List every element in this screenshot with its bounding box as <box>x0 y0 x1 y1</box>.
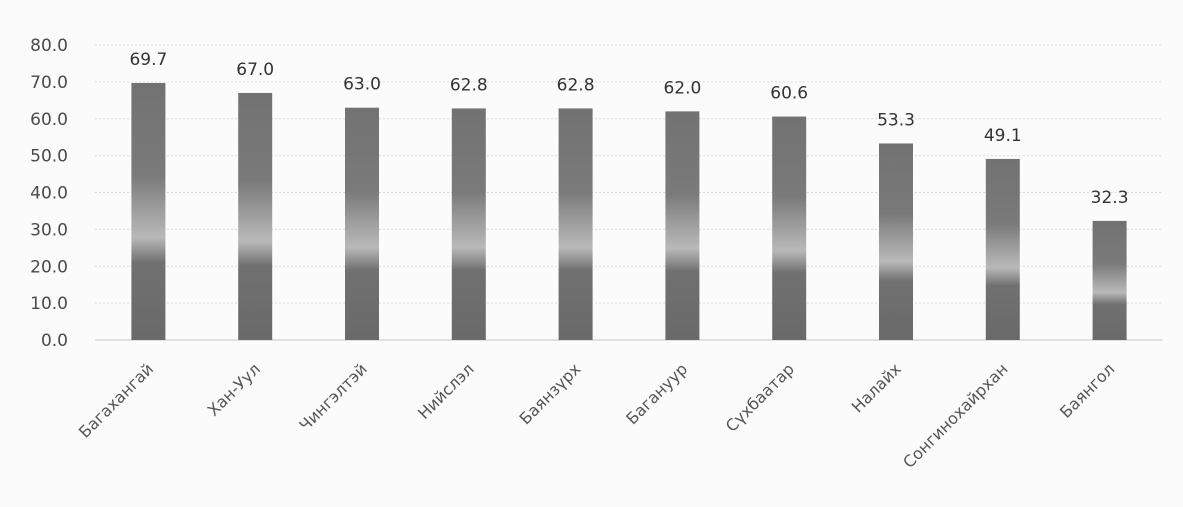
category-label: Чингэлтэй <box>295 359 370 434</box>
data-label: 62.8 <box>557 75 595 95</box>
bar <box>558 108 593 340</box>
y-tick-label: 20.0 <box>30 257 68 277</box>
bar <box>665 111 700 340</box>
data-labels: 69.7 67.0 63.0 62.8 62.8 62.0 60.6 53.3 49.1 32.3 <box>129 50 1128 208</box>
data-label: 67.0 <box>236 60 274 80</box>
y-tick-label: 30.0 <box>30 220 68 240</box>
bar <box>772 116 807 340</box>
data-label: 69.7 <box>129 50 167 70</box>
category-label: Багануур <box>622 359 691 428</box>
y-tick-label: 60.0 <box>30 110 68 130</box>
y-tick-label: 40.0 <box>30 184 68 204</box>
bar <box>985 158 1020 340</box>
data-label: 49.1 <box>984 126 1022 146</box>
gridlines <box>95 44 1163 341</box>
bar-series <box>131 82 1127 340</box>
data-label: 62.8 <box>450 75 488 95</box>
y-tick-label: 70.0 <box>30 73 68 93</box>
bar <box>451 108 486 340</box>
category-label: Сонгинохайрхан <box>899 359 1011 471</box>
category-label: Баянгол <box>1056 359 1118 421</box>
category-label: Сүхбаатар <box>722 359 798 435</box>
y-tick-label: 0.0 <box>41 331 68 351</box>
bar <box>1092 220 1127 340</box>
x-axis-category-labels: Багахангай Хан-Уул Чингэлтэй Нийслэл Баянзүр… <box>75 359 1118 471</box>
category-label: Баянзүрх <box>516 359 585 428</box>
y-tick-label: 10.0 <box>30 294 68 314</box>
bar <box>131 82 166 340</box>
category-label: Багахангай <box>75 359 157 441</box>
y-tick-label: 80.0 <box>30 36 68 56</box>
bar <box>879 143 913 340</box>
data-label: 60.6 <box>770 84 808 104</box>
y-axis-tick-labels: 0.0 10.0 20.0 30.0 40.0 50.0 60.0 70.0 80.0 <box>30 36 68 351</box>
bar <box>238 92 273 340</box>
category-label: Хан-Уул <box>204 359 264 419</box>
y-tick-label: 50.0 <box>30 147 68 167</box>
bar <box>345 107 379 340</box>
category-label: Налайх <box>848 359 905 416</box>
category-label: Нийслэл <box>414 359 478 423</box>
data-label: 32.3 <box>1091 188 1129 208</box>
data-label: 53.3 <box>877 110 915 130</box>
data-label: 63.0 <box>343 75 381 95</box>
data-label: 62.0 <box>663 78 701 98</box>
